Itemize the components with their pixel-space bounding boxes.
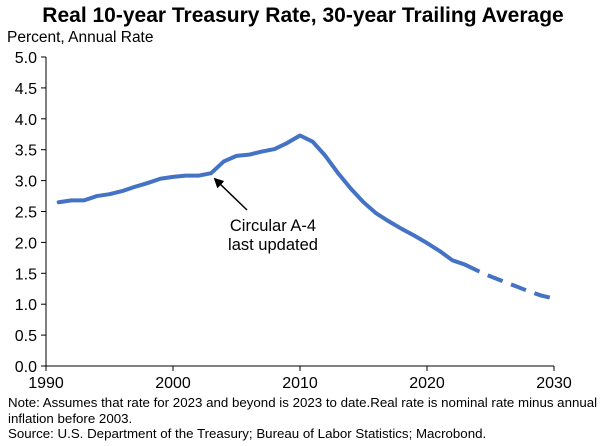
annotation-label-line: last updated: [228, 236, 318, 254]
x-axis-ticks: 1990 2000 2010 2020 2030: [28, 366, 572, 392]
y-axis-ticks: 0.0 0.5 1.0 1.5 2.0 2.5 3.0 3.5 4.0 4.5 5.0: [15, 50, 46, 376]
y-tick-label: 4.5: [15, 81, 37, 98]
y-tick-label: 5.0: [15, 50, 37, 67]
annotation-label-line: Circular A-4: [230, 217, 316, 235]
x-tick-label: 1990: [28, 375, 64, 392]
y-axis-label: Percent, Annual Rate: [7, 29, 154, 46]
series-group: [56, 133, 555, 301]
x-tick-label: 2030: [536, 375, 572, 392]
chart-footnote: Note: Assumes that rate for 2023 and bey…: [8, 395, 598, 442]
y-tick-label: 3.5: [15, 143, 37, 160]
source-text: Source: U.S. Department of the Treasury;…: [8, 426, 487, 442]
chart-title: Real 10-year Treasury Rate, 30-year Trai…: [42, 4, 564, 27]
y-tick-label: 3.0: [15, 174, 37, 191]
x-tick-label: 2000: [155, 375, 191, 392]
y-tick-label: 2.5: [15, 205, 37, 222]
y-tick-label: 0.0: [15, 359, 37, 376]
series-line-actual: [56, 133, 468, 267]
y-tick-label: 1.0: [15, 297, 37, 314]
axes: [45, 57, 554, 367]
annotation-arrow: [213, 177, 248, 211]
x-tick-label: 2010: [282, 375, 318, 392]
y-tick-label: 0.5: [15, 328, 37, 345]
x-tick-label: 2020: [409, 375, 445, 392]
note-text: Note: Assumes that rate for 2023 and bey…: [8, 395, 598, 426]
y-tick-label: 2.0: [15, 235, 37, 252]
y-tick-label: 4.0: [15, 112, 37, 129]
y-tick-label: 1.5: [15, 266, 37, 283]
series-line-projection: [464, 262, 555, 301]
